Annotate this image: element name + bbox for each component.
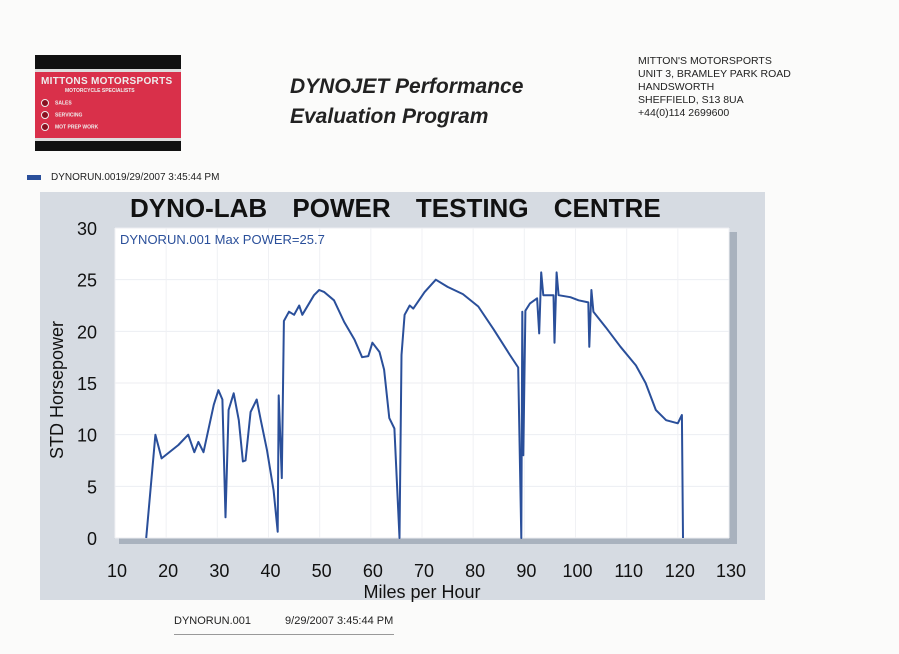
logo-service: MOT PREP WORK: [41, 123, 98, 131]
address-line: MITTON'S MOTORSPORTS: [638, 55, 772, 67]
x-axis-label: Miles per Hour: [363, 582, 480, 602]
logo-service-label: SALES: [55, 100, 72, 107]
logo-service: SALES: [41, 99, 72, 107]
bullet-icon: [41, 111, 49, 119]
y-tick-label: 30: [77, 219, 97, 239]
legend: DYNORUN.0019/29/2007 3:45:44 PM: [27, 172, 219, 183]
x-tick-label: 10: [107, 561, 127, 581]
footer: DYNORUN.001 9/29/2007 3:45:44 PM: [174, 615, 393, 627]
logo-tagline: MOTORCYCLE SPECIALISTS: [65, 88, 135, 94]
page-title: DYNOJET Performance Evaluation Program: [290, 72, 523, 132]
x-tick-label: 40: [260, 561, 280, 581]
x-tick-label: 130: [716, 561, 746, 581]
x-tick-label: 110: [614, 561, 643, 581]
x-tick-label: 120: [665, 561, 695, 581]
logo-service-label: SERVICING: [55, 112, 83, 119]
logo-service-label: MOT PREP WORK: [55, 124, 99, 131]
x-tick-label: 90: [516, 561, 536, 581]
x-tick-label: 100: [562, 561, 592, 581]
power-curve: [145, 271, 684, 539]
x-tick-label: 30: [209, 561, 229, 581]
footer-run: DYNORUN.001: [174, 615, 252, 627]
footer-divider: [174, 634, 394, 635]
y-tick-label: 20: [77, 322, 97, 342]
y-tick-label: 0: [87, 529, 97, 549]
y-tick-label: 25: [77, 271, 97, 291]
x-tick-label: 20: [158, 561, 178, 581]
y-tick-labels: 0 5 10 15 20 25 30: [77, 219, 97, 549]
logo-service: SERVICING: [41, 111, 82, 119]
logo-name: MITTONS MOTORSPORTS: [41, 76, 173, 87]
x-tick-label: 60: [363, 561, 383, 581]
legend-label: DYNORUN.0019/29/2007 3:45:44 PM: [51, 172, 220, 183]
address-block: MITTON'S MOTORSPORTS UNIT 3, BRAMLEY PAR…: [638, 55, 791, 120]
address-line: SHEFFIELD, S13 8UA: [638, 94, 744, 106]
bullet-icon: [41, 99, 49, 107]
y-axis-label: STD Horsepower: [47, 321, 67, 459]
y-tick-label: 5: [87, 477, 97, 497]
grid: [114, 227, 730, 539]
legend-swatch: [27, 174, 41, 180]
x-tick-label: 80: [465, 561, 485, 581]
max-power-annotation: DYNORUN.001 Max POWER=25.7: [120, 232, 325, 247]
title-line-2: Evaluation Program: [290, 105, 489, 128]
address-line: UNIT 3, BRAMLEY PARK ROAD: [638, 68, 791, 80]
x-tick-label: 70: [414, 561, 434, 581]
company-logo: MITTONS MOTORSPORTS MOTORCYCLE SPECIALIS…: [35, 55, 181, 151]
chart-title: DYNO-LAB POWER TESTING CENTRE: [130, 193, 661, 223]
footer-datetime: 9/29/2007 3:45:44 PM: [285, 615, 394, 627]
y-tick-label: 10: [77, 426, 97, 446]
address-line: HANDSWORTH: [638, 81, 715, 93]
x-tick-label: 50: [312, 561, 332, 581]
logo-banner: MITTONS MOTORSPORTS MOTORCYCLE SPECIALIS…: [35, 69, 181, 141]
y-tick-label: 15: [77, 374, 97, 394]
x-tick-labels: 10 20 30 40 50 60 70 80 90 100 110 120 130: [107, 561, 746, 581]
address-line: +44(0)114 2699600: [638, 107, 730, 119]
title-line-1: DYNOJET Performance: [290, 75, 524, 98]
bullet-icon: [41, 123, 49, 131]
